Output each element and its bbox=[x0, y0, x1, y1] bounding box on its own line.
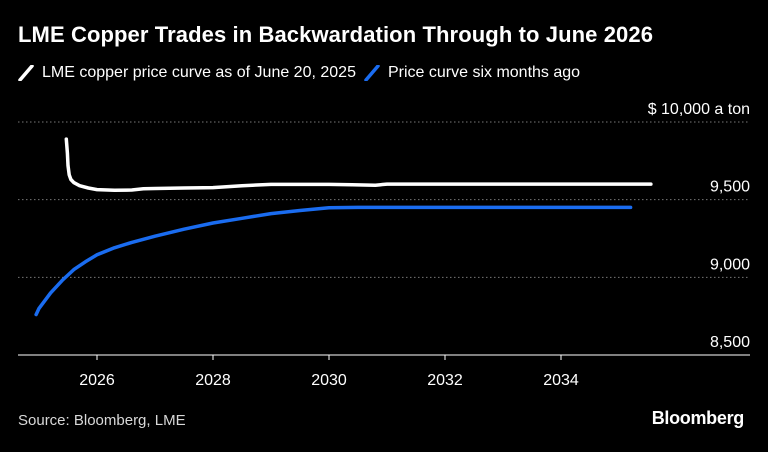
chart-legend: LME copper price curve as of June 20, 20… bbox=[18, 64, 588, 82]
series-line-current bbox=[64, 137, 653, 193]
legend-item-prior: Price curve six months ago bbox=[364, 64, 580, 82]
chart-title: LME Copper Trades in Backwardation Throu… bbox=[18, 22, 654, 47]
y-axis-unit-label: $ 10,000 a ton bbox=[648, 101, 750, 118]
series-line-prior bbox=[34, 205, 633, 317]
x-tick-label: 2034 bbox=[543, 372, 579, 389]
legend-swatch-prior bbox=[364, 65, 380, 81]
legend-label-prior: Price curve six months ago bbox=[387, 64, 581, 81]
source-note: Source: Bloomberg, LME bbox=[18, 412, 186, 429]
x-tick-label: 2026 bbox=[79, 372, 115, 389]
x-tick-label: 2028 bbox=[195, 372, 231, 389]
legend-item-current: LME copper price curve as of June 20, 20… bbox=[18, 64, 356, 82]
y-tick-label: 8,500 bbox=[710, 334, 750, 351]
y-tick-label: 9,500 bbox=[710, 179, 750, 196]
y-tick-label: 9,000 bbox=[710, 256, 750, 273]
x-tick-label: 2032 bbox=[427, 372, 463, 389]
x-tick-label: 2030 bbox=[311, 372, 347, 389]
legend-swatch-current bbox=[18, 65, 34, 81]
bloomberg-logo: Bloomberg bbox=[651, 408, 745, 428]
legend-label-current: LME copper price curve as of June 20, 20… bbox=[42, 64, 356, 81]
